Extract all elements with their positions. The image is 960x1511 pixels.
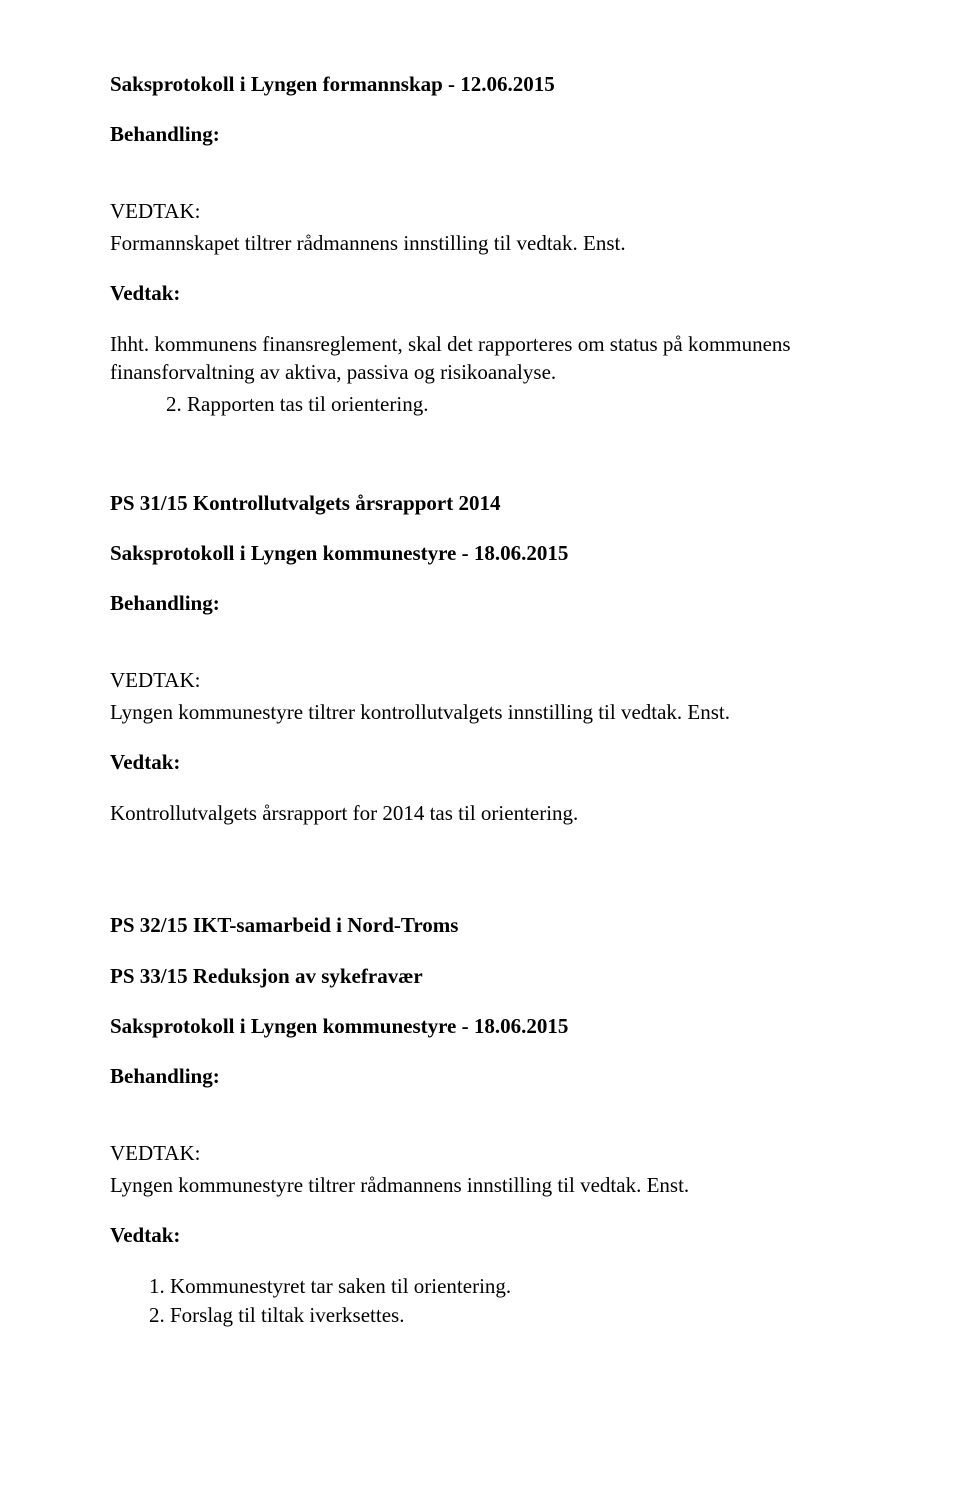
protocol-heading-2: Saksprotokoll i Lyngen kommunestyre - 18… (110, 539, 850, 567)
vedtak-label-3: Vedtak: (110, 1221, 850, 1249)
body-text-1b: Ihht. kommunens finansreglement, skal de… (110, 330, 850, 387)
numbered-point-list: 2. Rapporten tas til orientering. (110, 390, 850, 418)
vedtak-caps-1: VEDTAK: (110, 197, 850, 225)
ps-31-title: PS 31/15 Kontrollutvalgets årsrapport 20… (110, 489, 850, 517)
body-text-3a: Lyngen kommunestyre tiltrer rådmannens i… (110, 1171, 850, 1199)
behandling-label-1: Behandling: (110, 120, 850, 148)
body-text-1a: Formannskapet tiltrer rådmannens innstil… (110, 229, 850, 257)
body-text-2a: Lyngen kommunestyre tiltrer kontrollutva… (110, 698, 850, 726)
ps-33-title: PS 33/15 Reduksjon av sykefravær (110, 962, 850, 990)
list-item-rapporten: 2. Rapporten tas til orientering. (110, 390, 850, 418)
ordered-list: Kommunestyret tar saken til orientering.… (110, 1272, 850, 1331)
protocol-heading-3: Saksprotokoll i Lyngen kommunestyre - 18… (110, 1012, 850, 1040)
protocol-heading-1: Saksprotokoll i Lyngen formannskap - 12.… (110, 70, 850, 98)
vedtak-caps-2: VEDTAK: (110, 666, 850, 694)
behandling-label-2: Behandling: (110, 589, 850, 617)
vedtak-label-2: Vedtak: (110, 748, 850, 776)
body-text-2b: Kontrollutvalgets årsrapport for 2014 ta… (110, 799, 850, 827)
behandling-label-3: Behandling: (110, 1062, 850, 1090)
vedtak-caps-3: VEDTAK: (110, 1139, 850, 1167)
ol-item-1: Kommunestyret tar saken til orientering. (170, 1272, 850, 1301)
vedtak-label-1: Vedtak: (110, 279, 850, 307)
ps-32-title: PS 32/15 IKT-samarbeid i Nord-Troms (110, 911, 850, 939)
ol-item-2: Forslag til tiltak iverksettes. (170, 1301, 850, 1330)
document-page: Saksprotokoll i Lyngen formannskap - 12.… (0, 0, 960, 1511)
